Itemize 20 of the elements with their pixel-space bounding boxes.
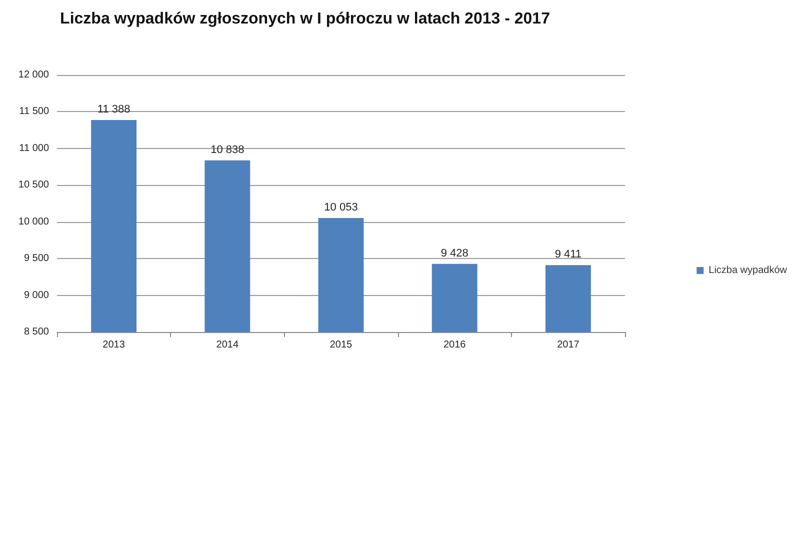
legend-label: Liczba wypadków <box>708 265 788 276</box>
y-tick-label: 10 500 <box>18 180 50 191</box>
data-label: 9 411 <box>554 248 582 261</box>
data-label: 9 428 <box>440 247 468 260</box>
x-tick-label: 2013 <box>102 340 126 350</box>
y-tick-label: 11 000 <box>19 142 50 154</box>
data-label: 10 838 <box>210 144 244 156</box>
x-tick-label: 2014 <box>216 340 239 350</box>
y-tick-label: 11 500 <box>19 106 50 118</box>
y-tick-label: 12 000 <box>18 70 50 80</box>
y-tick-label: 9 000 <box>24 290 50 301</box>
y-tick-label: 8 500 <box>24 326 50 338</box>
chart-title: Liczba wypadków zgłoszonych w I półroczu w latach 2013 - 2017 <box>60 10 550 28</box>
x-tick-label: 2017 <box>557 340 580 350</box>
data-label: 11 388 <box>97 103 130 116</box>
data-label: 10 053 <box>324 201 358 214</box>
x-tick-label: 2015 <box>330 340 353 350</box>
x-tick-label: 2016 <box>443 340 466 350</box>
y-tick-label: 10 000 <box>18 216 50 228</box>
y-tick-label: 9 500 <box>24 253 50 264</box>
